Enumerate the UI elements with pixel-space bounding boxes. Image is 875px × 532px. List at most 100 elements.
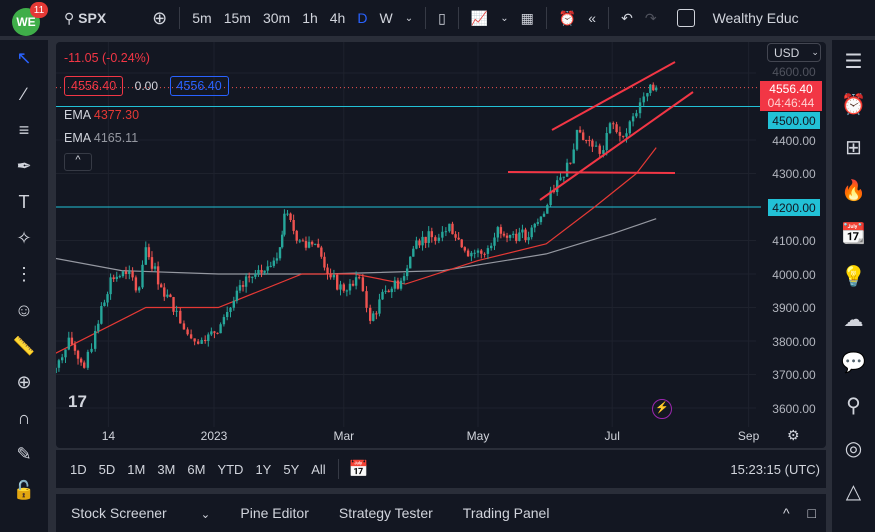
ema-fast-legend[interactable]: EMA 4377.30 bbox=[64, 108, 139, 122]
tab-strategy-tester[interactable]: Strategy Tester bbox=[338, 505, 433, 521]
spread: 0.00 bbox=[134, 79, 159, 93]
interval-4h[interactable]: 4h bbox=[329, 10, 346, 26]
candle-body bbox=[470, 252, 473, 257]
alarm-clock-icon[interactable]: ⏰ bbox=[841, 94, 866, 116]
range-1y[interactable]: 1Y bbox=[255, 461, 272, 477]
lock-drawings-icon[interactable]: ✎ bbox=[16, 443, 32, 464]
interval-w[interactable]: W bbox=[379, 10, 393, 26]
range-all[interactable]: All bbox=[311, 461, 326, 477]
lock-icon[interactable]: 🔓 bbox=[12, 479, 36, 500]
candle-body bbox=[365, 291, 368, 308]
symbol-search[interactable]: ⚲ SPX bbox=[64, 9, 107, 26]
replay-icon[interactable]: « bbox=[588, 10, 597, 26]
interval-d[interactable]: D bbox=[357, 10, 368, 26]
currency-label: USD bbox=[774, 45, 800, 60]
range-1d[interactable]: 1D bbox=[70, 461, 87, 477]
maximize-panel-icon[interactable]: □ bbox=[807, 505, 816, 521]
redo-icon[interactable]: ↷ bbox=[644, 9, 657, 26]
candle-body bbox=[232, 300, 235, 308]
compare-add-icon[interactable]: ⊕ bbox=[152, 7, 168, 28]
emoji-icon[interactable]: ☺ bbox=[14, 299, 34, 320]
interval-30m[interactable]: 30m bbox=[262, 10, 291, 26]
range-5d[interactable]: 5D bbox=[98, 461, 116, 477]
layout-name[interactable]: Wealthy Educ bbox=[712, 10, 799, 26]
candle-body bbox=[652, 84, 655, 91]
range-3m[interactable]: 3M bbox=[157, 461, 176, 477]
indicators-icon[interactable]: 📈 bbox=[470, 9, 489, 26]
expand-panel-icon[interactable]: ^ bbox=[782, 505, 790, 521]
cursor-icon[interactable]: ↖ bbox=[16, 47, 32, 68]
lightning-event-icon[interactable]: ⚡ bbox=[652, 399, 672, 419]
collapse-legend-button[interactable]: ^ bbox=[64, 153, 92, 171]
range-1m[interactable]: 1M bbox=[127, 461, 146, 477]
candle-body bbox=[150, 257, 154, 269]
candle-body bbox=[539, 216, 543, 223]
tab-trading-panel[interactable]: Trading Panel bbox=[462, 505, 550, 521]
candle-body bbox=[336, 274, 339, 290]
candle-body bbox=[298, 240, 301, 242]
candle-body bbox=[585, 139, 588, 141]
layout-checkbox-icon[interactable] bbox=[676, 9, 695, 27]
zoom-in-icon[interactable]: ⊕ bbox=[16, 371, 32, 392]
candle-body bbox=[575, 129, 579, 150]
range-ytd[interactable]: YTD bbox=[217, 461, 244, 477]
tab-stock-screener[interactable]: Stock Screener ⌄ bbox=[71, 505, 210, 521]
undo-icon[interactable]: ↶ bbox=[621, 9, 633, 26]
fib-icon[interactable]: ≡ bbox=[18, 119, 30, 140]
pattern-icon[interactable]: ✧ bbox=[16, 227, 32, 248]
sell-button[interactable]: 4556.40 bbox=[64, 76, 124, 96]
range-5y[interactable]: 5Y bbox=[283, 461, 300, 477]
ema-slow-legend[interactable]: EMA 4165.11 bbox=[64, 131, 138, 145]
alert-icon[interactable]: ⏰ bbox=[558, 9, 577, 26]
magnet-icon[interactable]: ∩ bbox=[17, 407, 31, 428]
tab-pine-editor[interactable]: Pine Editor bbox=[240, 505, 309, 521]
goto-date-icon[interactable]: 📅 bbox=[337, 459, 369, 479]
candle-body bbox=[549, 190, 552, 206]
messages-icon[interactable]: 💬 bbox=[841, 352, 866, 374]
brush-icon[interactable]: ✒ bbox=[16, 155, 32, 176]
candle-body bbox=[269, 265, 272, 267]
candle-body bbox=[109, 277, 112, 295]
calendar-icon[interactable]: 📆 bbox=[841, 223, 866, 245]
clock-utc[interactable]: 15:23:15 (UTC) bbox=[730, 461, 820, 477]
hotlist-fire-icon[interactable]: 🔥 bbox=[841, 180, 866, 202]
candle-body bbox=[257, 269, 260, 274]
ideas-bulb-icon[interactable]: 💡 bbox=[841, 266, 866, 288]
tradingview-logo[interactable]: 17 bbox=[68, 392, 87, 411]
currency-select[interactable]: USD ⌄ bbox=[767, 43, 821, 62]
trend-line-icon[interactable]: ∕ bbox=[22, 83, 26, 104]
ema-value: 4165.11 bbox=[93, 131, 139, 145]
add-list-icon[interactable]: ⊞ bbox=[845, 137, 862, 159]
support-line bbox=[507, 171, 676, 174]
price-chart[interactable] bbox=[56, 42, 826, 448]
notifications-icon[interactable]: △ bbox=[845, 481, 862, 503]
candle-body bbox=[166, 294, 169, 297]
candles-icon[interactable]: ▯ bbox=[438, 9, 446, 26]
layout-grid-icon[interactable]: ▦ bbox=[520, 9, 534, 26]
candle-body bbox=[384, 290, 387, 292]
chat-bubble-icon[interactable]: ☁ bbox=[843, 309, 864, 331]
watchlist-icon[interactable]: ☰ bbox=[844, 51, 863, 73]
interval-5m[interactable]: 5m bbox=[192, 10, 212, 26]
time-axis-label: Sep bbox=[737, 429, 760, 443]
candle-body bbox=[272, 260, 276, 266]
range-6m[interactable]: 6M bbox=[187, 461, 206, 477]
forecast-icon[interactable]: ⋮ bbox=[15, 263, 33, 284]
chart-settings-icon[interactable]: ⚙ bbox=[787, 427, 800, 443]
candle-body bbox=[248, 276, 251, 278]
chevron-down-icon[interactable]: ⌄ bbox=[404, 12, 414, 24]
chevron-down-icon[interactable]: ⌄ bbox=[500, 12, 509, 24]
candle-body bbox=[393, 280, 397, 289]
candle-body bbox=[618, 132, 622, 136]
candle-body bbox=[562, 176, 565, 178]
stream-icon[interactable]: ◎ bbox=[844, 438, 863, 460]
candle-body bbox=[128, 271, 131, 274]
ruler-icon[interactable]: 📏 bbox=[12, 335, 36, 356]
interval-1h[interactable]: 1h bbox=[302, 10, 318, 26]
help-bulb-icon[interactable]: ⚲ bbox=[846, 395, 861, 417]
buy-button[interactable]: 4556.40 bbox=[169, 76, 229, 96]
chart-pane[interactable]: -11.05 (-0.24%) 4556.40 0.00 4556.40 EMA… bbox=[56, 42, 826, 448]
candle-body bbox=[238, 285, 242, 291]
interval-15m[interactable]: 15m bbox=[223, 10, 251, 26]
text-icon[interactable]: T bbox=[18, 191, 30, 212]
